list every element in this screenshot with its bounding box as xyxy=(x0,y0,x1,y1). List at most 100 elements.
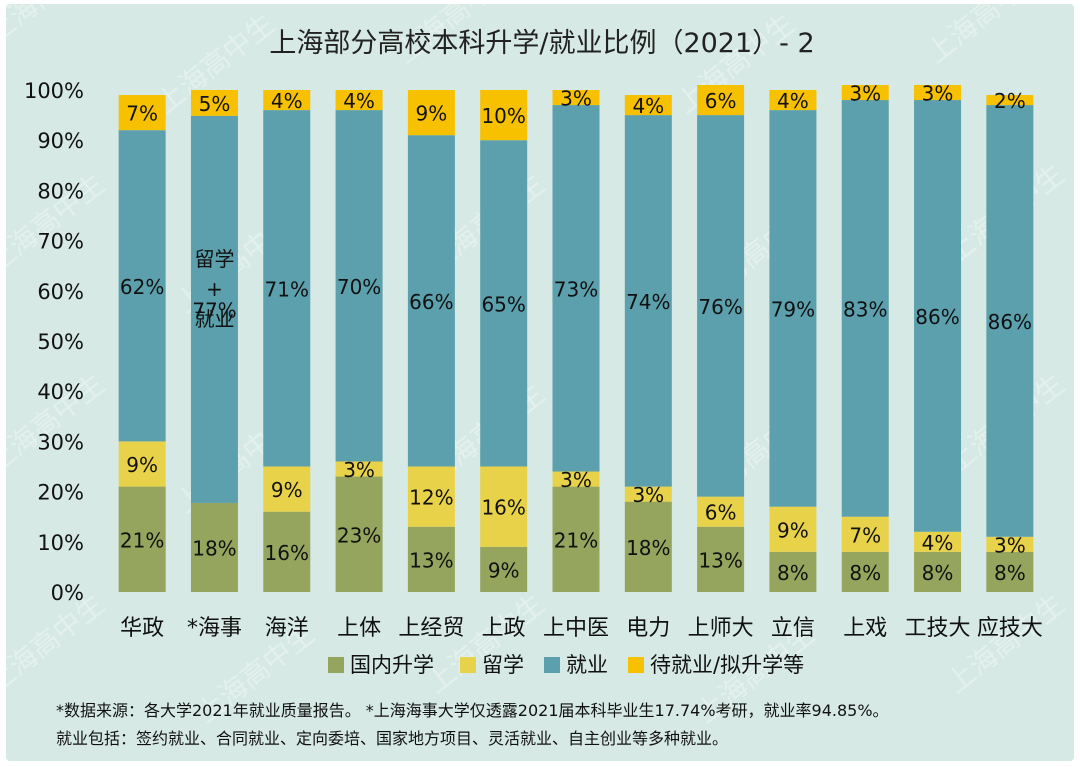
x-tick-label: 海洋 xyxy=(265,616,309,641)
x-axis: 华政 *海事 海洋 上体 上经贸 上政 上中医 电力 上师大 立信 上戏 工技大 应技大 xyxy=(120,616,1043,641)
bar-segment xyxy=(624,95,672,116)
y-axis: 0% 10% 20% 30% 40% 50% 60% 70% 80% 90% 100% xyxy=(24,79,84,605)
data-label: 76% xyxy=(698,295,742,319)
bar-segment xyxy=(190,115,238,503)
data-label: 77% xyxy=(192,298,236,322)
chart-title: 上海部分高校本科升学/就业比例（2021）- 2 xyxy=(269,28,814,59)
bar-segment xyxy=(407,135,455,467)
y-tick-label: 50% xyxy=(37,330,84,354)
bar-segment xyxy=(407,466,455,527)
data-label: 10% xyxy=(481,104,525,128)
bar-segment xyxy=(335,476,383,592)
data-label: 4% xyxy=(343,89,375,113)
legend-swatch xyxy=(328,657,344,673)
data-label: 21% xyxy=(120,528,164,552)
bar-segment xyxy=(986,105,1034,537)
data-label: 9% xyxy=(488,558,520,582)
data-label: 62% xyxy=(120,275,164,299)
employment-note: 就业包括：签约就业、合同就业、定向委培、国家地方项目、灵活就业、自主创业等多种就… xyxy=(56,729,728,748)
bar-segment xyxy=(769,90,817,111)
bar-segment xyxy=(407,90,455,136)
data-label: 8% xyxy=(849,561,881,585)
bar-segment xyxy=(552,105,600,472)
bar-segment xyxy=(697,526,745,592)
y-tick-label: 100% xyxy=(24,79,84,103)
bar-segment xyxy=(118,95,166,131)
x-tick-label: 上体 xyxy=(337,616,381,641)
bar-area: 21% 9% 62% 7% 18% 77% 5% 16% 9% 71% 4% 23% 3% 70% 4% 13… xyxy=(118,82,1034,592)
data-label: 79% xyxy=(771,297,815,321)
bar-annotation: + xyxy=(206,277,223,301)
data-label: 4% xyxy=(777,89,809,113)
source-note: *数据来源：各大学2021年就业质量报告。 *上海海事大学仅透露2021届本科毕… xyxy=(56,701,889,720)
bar-segment xyxy=(263,511,311,592)
x-tick-label: 电力 xyxy=(626,616,670,641)
watermark-text: 上海高中生 xyxy=(940,587,1071,699)
y-tick-label: 60% xyxy=(37,280,84,304)
legend: 国内升学 留学 就业 待就业/拟升学等 xyxy=(328,653,804,677)
bar-segment xyxy=(986,95,1034,106)
data-label: 4% xyxy=(632,94,664,118)
y-tick-label: 70% xyxy=(37,230,84,254)
data-label: 18% xyxy=(192,536,236,560)
data-label: 6% xyxy=(705,89,737,113)
x-tick-label: 应技大 xyxy=(977,616,1043,641)
data-label: 9% xyxy=(416,102,448,126)
bar-segment xyxy=(335,110,383,462)
data-label: 83% xyxy=(843,297,887,321)
watermark-text: 上海高中生 xyxy=(420,587,551,699)
data-label: 8% xyxy=(994,561,1026,585)
data-label: 4% xyxy=(922,531,954,555)
x-tick-label: 华政 xyxy=(120,616,164,641)
legend-swatch xyxy=(628,657,644,673)
data-label: 9% xyxy=(126,453,158,477)
bar-segment xyxy=(841,100,889,517)
y-tick-label: 30% xyxy=(37,430,84,454)
legend-label: 国内升学 xyxy=(350,653,434,677)
bar-segment xyxy=(986,551,1034,592)
data-label: 3% xyxy=(343,458,375,482)
data-label: 13% xyxy=(698,548,742,572)
bar-segment xyxy=(624,115,672,487)
bar-segment xyxy=(841,516,889,552)
data-label: 2% xyxy=(994,89,1026,113)
bar-segment xyxy=(118,130,166,442)
data-label: 13% xyxy=(409,548,453,572)
data-label: 3% xyxy=(994,533,1026,557)
data-label: 3% xyxy=(849,82,881,106)
data-label: 74% xyxy=(626,290,670,314)
bar-segment xyxy=(697,115,745,497)
bar-segment xyxy=(480,140,528,467)
bar-segment xyxy=(335,90,383,111)
bar-segment xyxy=(263,90,311,111)
data-label: 71% xyxy=(265,277,309,301)
x-tick-label: 上师大 xyxy=(688,616,754,641)
data-label: 3% xyxy=(922,82,954,106)
data-label: 70% xyxy=(337,275,381,299)
data-label: 86% xyxy=(988,310,1032,334)
data-label: 5% xyxy=(199,92,231,116)
bar-segment xyxy=(914,551,962,592)
bar-segment xyxy=(624,486,672,502)
bar-segment xyxy=(118,441,166,487)
bar-segment xyxy=(769,110,817,507)
y-tick-label: 40% xyxy=(37,380,84,404)
data-label: 23% xyxy=(337,523,381,547)
x-tick-label: 工技大 xyxy=(905,616,971,641)
bar-segment xyxy=(914,531,962,552)
x-tick-label: 上中医 xyxy=(543,616,609,641)
y-tick-label: 90% xyxy=(37,129,84,153)
data-label: 65% xyxy=(481,292,525,316)
data-label: 8% xyxy=(777,561,809,585)
bar-segment xyxy=(841,84,889,101)
legend-label: 待就业/拟升学等 xyxy=(650,653,804,677)
bar-segment xyxy=(769,506,817,552)
bar-segment xyxy=(697,496,745,527)
x-tick-label: 立信 xyxy=(771,616,815,641)
bar-segment xyxy=(480,90,528,141)
watermark-text: 上海高中生 xyxy=(920,4,1051,70)
bar-segment xyxy=(190,90,238,116)
data-label: 8% xyxy=(922,561,954,585)
data-label: 16% xyxy=(265,541,309,565)
